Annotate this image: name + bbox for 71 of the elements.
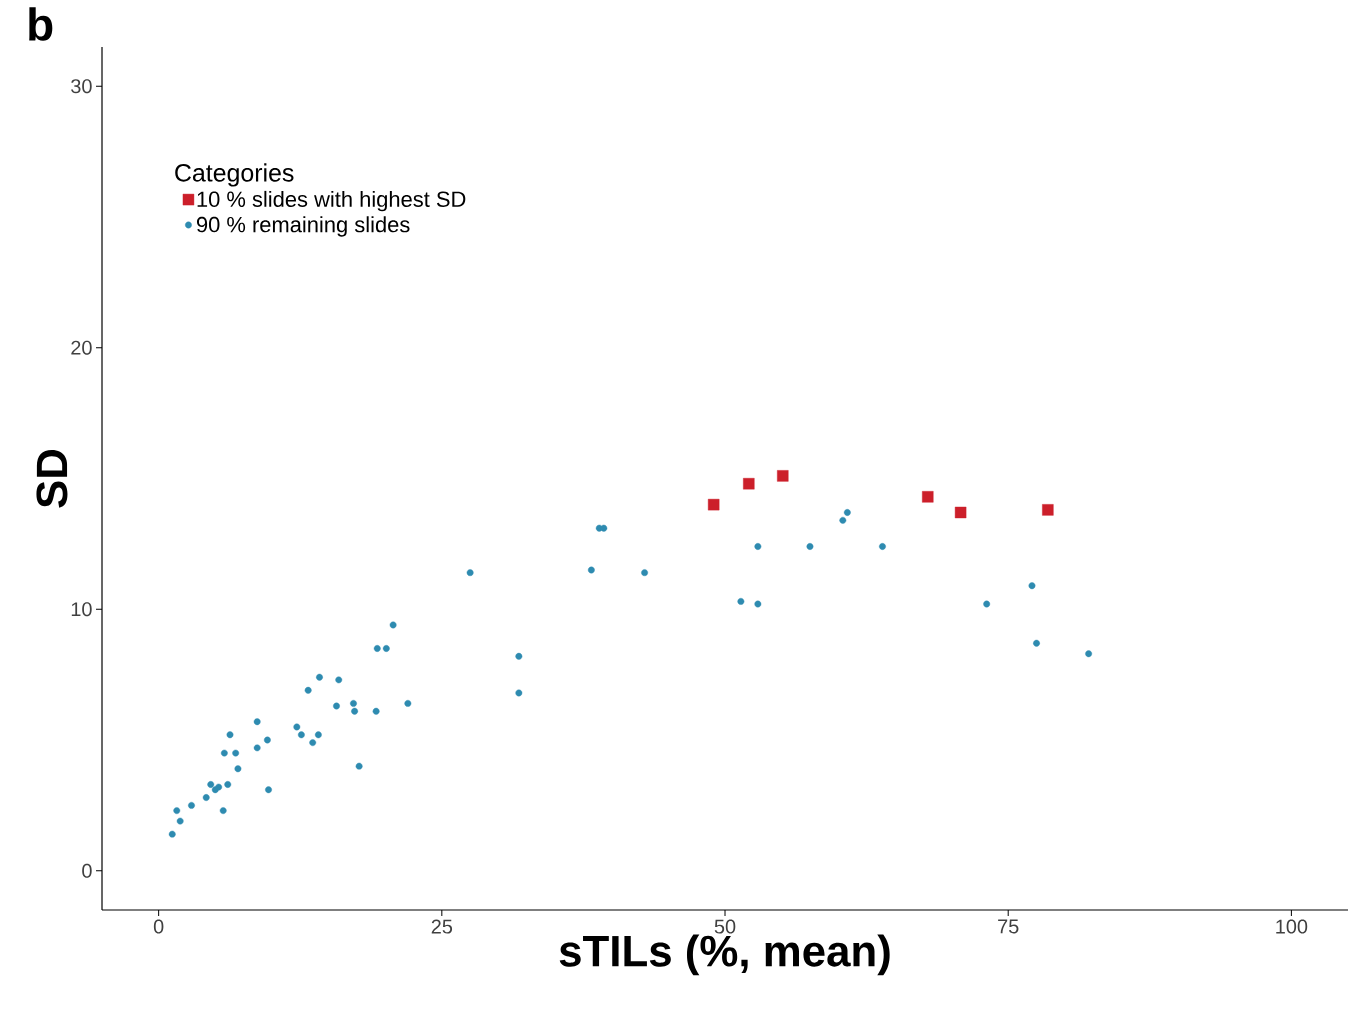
- point: [335, 676, 343, 684]
- legend-label: 90 % remaining slides: [196, 216, 410, 237]
- point: [234, 765, 242, 773]
- point: [737, 598, 745, 605]
- point: [265, 786, 272, 794]
- point: [202, 794, 210, 801]
- point: [263, 736, 271, 744]
- point: [806, 543, 814, 550]
- point: [309, 739, 317, 747]
- point: [839, 516, 847, 524]
- point: [843, 509, 851, 516]
- point: [215, 783, 223, 791]
- x-tick-label: 25: [431, 919, 453, 934]
- point: [466, 569, 474, 577]
- point: [232, 749, 240, 757]
- point: [1085, 650, 1093, 658]
- y-axis-title: SD: [36, 449, 68, 508]
- point: [754, 543, 762, 550]
- point: [1028, 582, 1036, 590]
- point: [515, 689, 523, 697]
- point: [253, 718, 261, 726]
- point: [351, 707, 358, 715]
- point: [224, 781, 232, 788]
- point: [641, 569, 648, 577]
- point: [253, 744, 261, 752]
- point: [355, 762, 363, 770]
- point: [293, 723, 301, 731]
- point: [954, 506, 967, 519]
- point: [587, 566, 595, 574]
- point: [707, 498, 720, 511]
- point: [173, 807, 181, 815]
- point: [922, 491, 934, 503]
- point: [754, 600, 762, 608]
- x-tick-label: 0: [153, 919, 164, 934]
- point: [777, 470, 789, 482]
- point: [404, 700, 412, 707]
- legend-title: Categories: [175, 163, 294, 187]
- point: [350, 700, 357, 707]
- y-tick-label: 30: [71, 79, 92, 94]
- point: [983, 600, 991, 608]
- point: [373, 645, 381, 652]
- point: [297, 731, 305, 739]
- x-tick-label: 100: [1276, 919, 1308, 934]
- legend-label: 10 % slides with highest SD: [197, 190, 466, 212]
- x-axis-title: sTILs (%, mean): [559, 934, 890, 976]
- point: [879, 543, 886, 550]
- point: [600, 524, 608, 532]
- point: [304, 686, 312, 694]
- point: [176, 817, 184, 825]
- point: [1033, 639, 1040, 647]
- point: [515, 652, 523, 660]
- point: [372, 707, 380, 715]
- point: [220, 749, 228, 757]
- chart-title: b: [29, 7, 53, 41]
- point: [333, 702, 340, 710]
- point: [207, 781, 215, 788]
- point: [188, 801, 195, 809]
- x-tick-label: 75: [998, 919, 1019, 934]
- point: [168, 830, 176, 838]
- x-tick-label: 50: [714, 919, 736, 934]
- y-tick-label: 0: [82, 863, 92, 878]
- point: [314, 731, 322, 739]
- point: [389, 621, 397, 629]
- point: [382, 645, 390, 652]
- point: [316, 673, 323, 681]
- point: [219, 807, 227, 815]
- point: [1042, 504, 1054, 516]
- y-tick-label: 10: [71, 602, 92, 617]
- y-tick-label: 20: [71, 340, 92, 355]
- point: [226, 731, 234, 739]
- point: [743, 478, 755, 490]
